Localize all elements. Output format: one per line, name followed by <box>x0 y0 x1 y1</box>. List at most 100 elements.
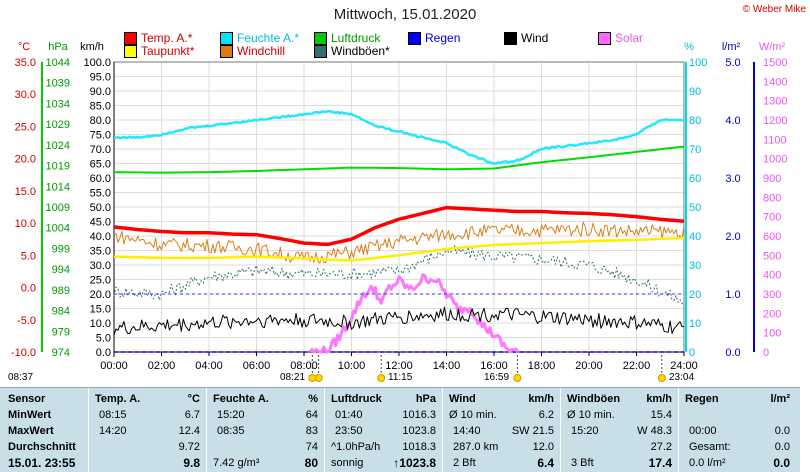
legend-label: Temp. A.* <box>141 31 193 45</box>
axis-unit-temp: °C <box>18 41 30 53</box>
tick-label-temp: 10.0 <box>15 218 36 230</box>
tick-label-wind: 55.0 <box>90 188 111 200</box>
row-label: Durchschnitt <box>8 441 76 453</box>
tick-label-wind: 90.0 <box>90 86 111 98</box>
series-pressure <box>113 145 685 174</box>
cell: 6.2 <box>538 409 554 421</box>
axis-unit-rain: l/m² <box>722 41 741 53</box>
tick-label-press: 1039 <box>46 78 70 90</box>
tick-label-x: 22:00 <box>623 360 651 372</box>
cell: 23:50 <box>335 425 363 437</box>
cell: 15:20 <box>217 409 245 421</box>
tick-label-x: 04:00 <box>195 360 223 372</box>
tick-label-solar: 400 <box>763 270 781 282</box>
cell: 14:20 <box>99 425 127 437</box>
tick-label-wind: 0.0 <box>96 347 111 359</box>
legend-item-solar: Solar <box>598 31 643 45</box>
series-solar <box>308 273 520 354</box>
solar-noon-label: 11:15 <box>388 372 413 383</box>
tick-label-wind: 15.0 <box>90 304 111 316</box>
sun-icon <box>308 374 317 382</box>
tick-label-solar: 1200 <box>763 115 787 127</box>
tick-label-x: 12:00 <box>385 360 413 372</box>
tick-label-press: 1004 <box>46 223 70 235</box>
cell: 08:15 <box>99 409 127 421</box>
cell: 14:40 <box>453 425 481 437</box>
moon-icon <box>657 374 666 382</box>
series-temp <box>113 205 685 247</box>
legend-item-rain: Regen <box>408 31 460 45</box>
tick-label-press: 974 <box>52 347 70 359</box>
series-humidity <box>113 109 684 166</box>
cell: 17.4 <box>648 456 672 470</box>
legend-item-wind: Wind <box>504 31 548 45</box>
cell: 0.0 <box>774 425 790 437</box>
cell: 80 <box>304 456 318 470</box>
tick-label-press: 984 <box>52 306 70 318</box>
series-windchill <box>113 221 685 264</box>
tick-label-rain: 4.0 <box>725 115 740 127</box>
cell: 64 <box>305 409 318 421</box>
tick-label-wind: 10.0 <box>90 318 111 330</box>
cell: 6.4 <box>537 456 554 470</box>
legend-label: Solar <box>615 31 644 45</box>
tick-label-press: 1029 <box>46 119 70 131</box>
tick-label-wind: 75.0 <box>90 130 111 142</box>
tick-label-hum: 50 <box>689 202 701 214</box>
tick-label-wind: 60.0 <box>90 173 111 185</box>
tick-label-temp: 30.0 <box>15 89 36 101</box>
legend-item-temp: Temp. A.* <box>124 31 192 45</box>
cell: 74 <box>305 441 318 453</box>
cell: 2 Bft <box>453 457 476 469</box>
tick-label-press: 999 <box>52 243 70 255</box>
legend-swatch <box>598 31 611 45</box>
tick-label-solar: 700 <box>763 212 781 224</box>
table-col-rain: Regen l/m² 00:00 0.0 Gesamt: 0.0 0.0 l/m² 0.… <box>678 388 800 472</box>
tick-label-solar: 900 <box>763 173 781 185</box>
tick-label-wind: 45.0 <box>90 217 111 229</box>
legend-swatch <box>504 31 517 45</box>
cell: 00:00 <box>689 425 717 437</box>
col-unit: % <box>308 393 318 405</box>
cell: W 48.3 <box>637 425 672 437</box>
tick-label-wind: 80.0 <box>90 115 111 127</box>
chart-canvas: °C hPa km/h% l/m² W/m² 35.0 30.0 25.0 20.0 15.0 10… <box>11 41 787 382</box>
sunrise-label: 08:21 <box>280 372 306 383</box>
row-label: 15.01. 23:55 <box>8 456 76 470</box>
table-col-hum: Feuchte A.% 15:20 64 08:35 83 74 7.42 g/m³… <box>206 388 324 472</box>
cell: 0.0 <box>774 441 790 453</box>
row-label: Sensor <box>8 393 46 405</box>
col-unit: km/h <box>528 393 554 405</box>
tick-label-wind: 100.0 <box>83 57 111 69</box>
cell: 15.4 <box>650 409 672 421</box>
legend-item-gust: Windböen* <box>314 44 390 58</box>
tick-label-solar: 1500 <box>763 57 787 69</box>
col-unit: km/h <box>646 393 672 405</box>
col-unit: °C <box>187 393 200 405</box>
cell: 01:40 <box>335 409 363 421</box>
tick-label-solar: 1300 <box>763 96 787 108</box>
legend-swatch <box>314 44 327 58</box>
legend-swatch <box>124 44 137 58</box>
tick-label-wind: 20.0 <box>90 289 111 301</box>
cell: 12.0 <box>532 441 554 453</box>
col-header: Regen <box>685 393 719 405</box>
tick-label-temp: 35.0 <box>15 57 36 69</box>
tick-label-temp: 0.0 <box>21 283 36 295</box>
tick-label-press: 1009 <box>46 202 70 214</box>
tick-label-wind: 5.0 <box>96 333 111 345</box>
cell: 15:20 <box>571 425 599 437</box>
tick-label-solar: 1100 <box>763 134 787 146</box>
tick-label-wind: 65.0 <box>90 159 111 171</box>
tick-label-press: 1014 <box>46 181 70 193</box>
tick-label-x: 00:00 <box>100 360 128 372</box>
tick-label-x: 02:00 <box>148 360 176 372</box>
col-unit: hPa <box>415 393 436 405</box>
legend-swatch <box>314 31 327 45</box>
tick-label-rain: 1.0 <box>725 289 740 301</box>
series-gusts <box>113 245 685 306</box>
tick-label-hum: 30 <box>689 260 701 272</box>
tick-label-rain: 5.0 <box>725 57 740 69</box>
cell: 9.8 <box>183 456 200 470</box>
chart-title: Mittwoch, 15.01.2020 <box>333 6 477 23</box>
